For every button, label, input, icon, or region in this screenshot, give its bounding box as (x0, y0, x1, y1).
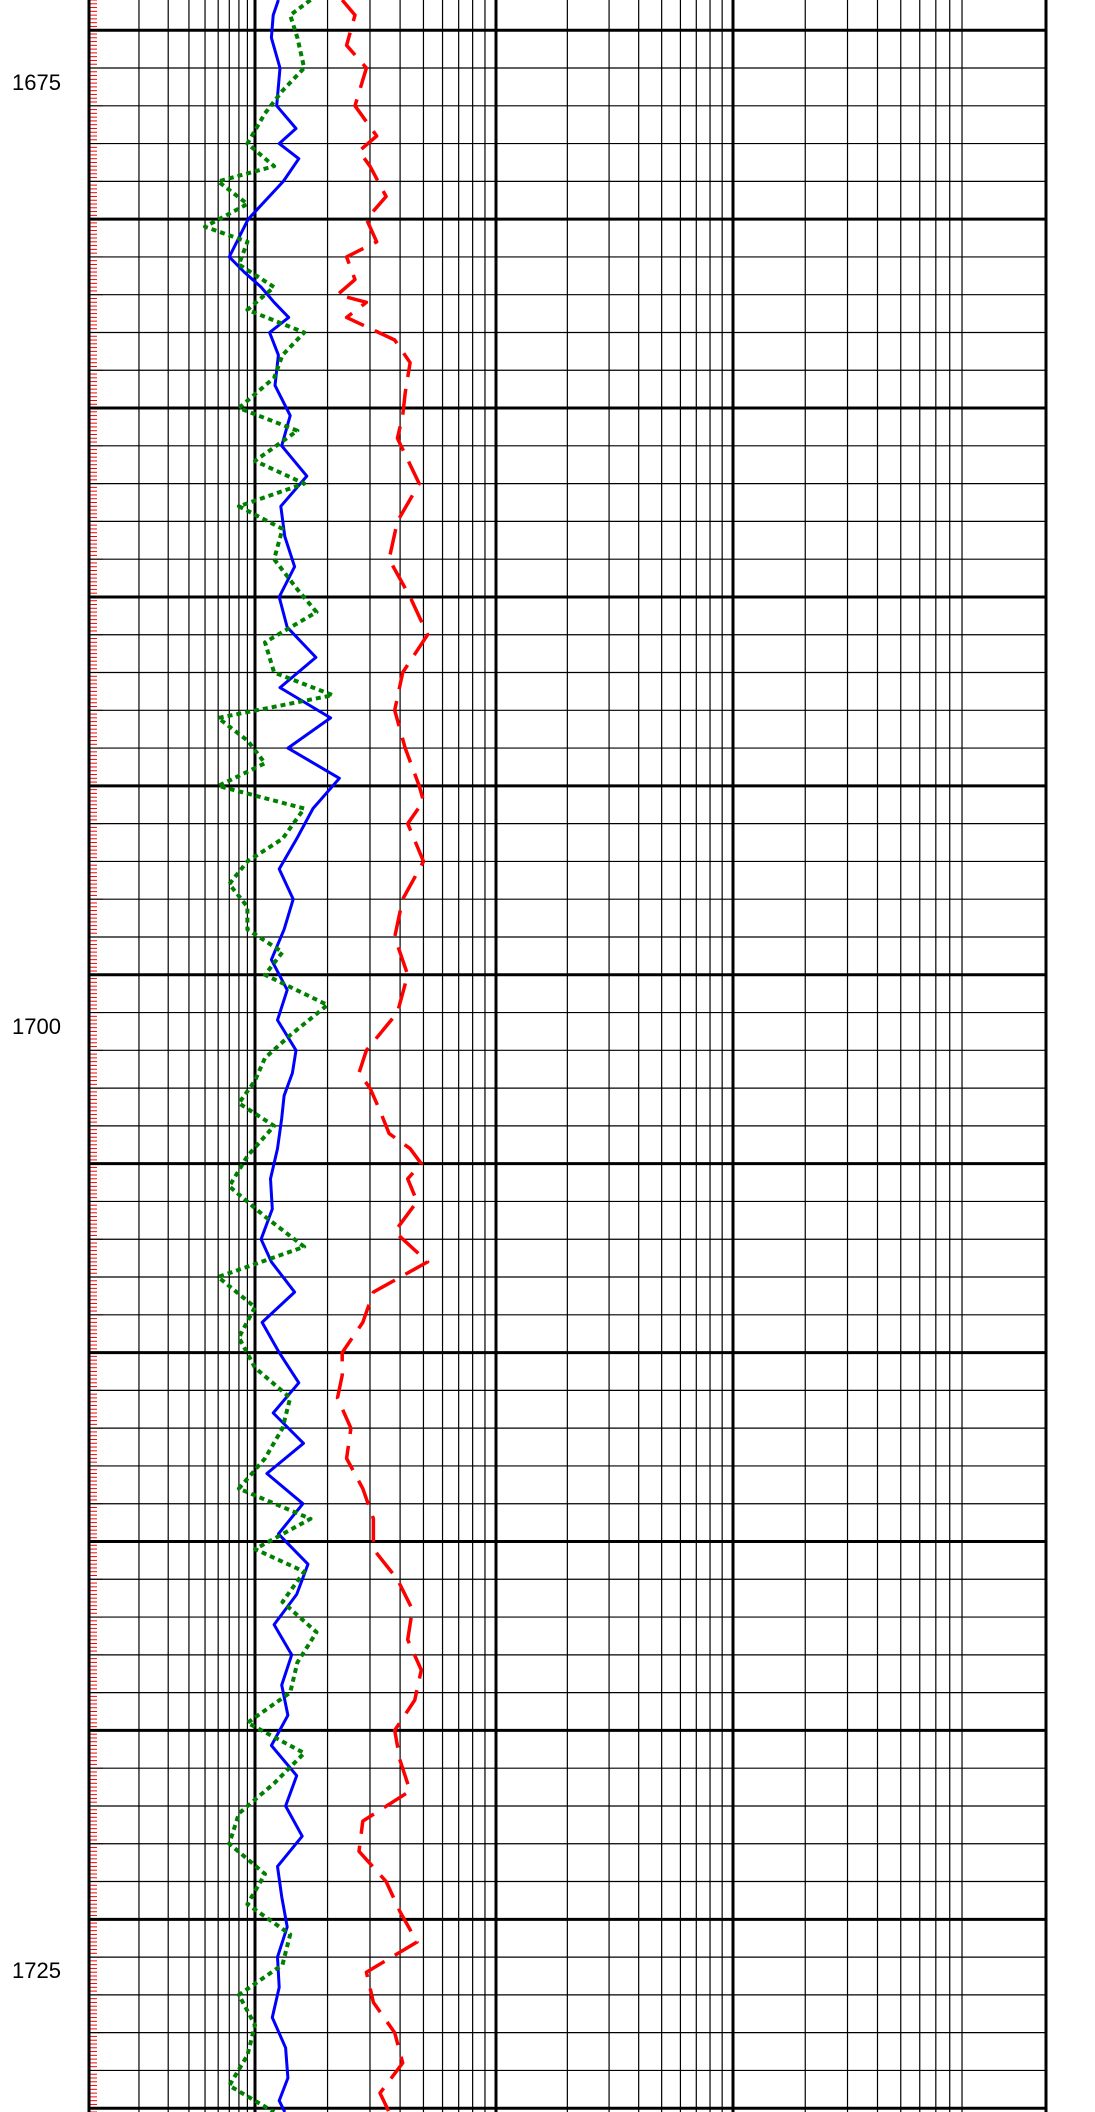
depth-labels: 1675 1700 1725 (12, 70, 61, 1983)
grid-minor (89, 0, 1046, 2112)
series-line-series_red (335, 0, 430, 2112)
depth-label-1700: 1700 (12, 1014, 61, 1039)
grid-major (87, 0, 1048, 2112)
series-layer (203, 0, 430, 2112)
depth-label-1675: 1675 (12, 70, 61, 95)
depth-label-1725: 1725 (12, 1958, 61, 1983)
series-line-series_blue (227, 0, 341, 2112)
